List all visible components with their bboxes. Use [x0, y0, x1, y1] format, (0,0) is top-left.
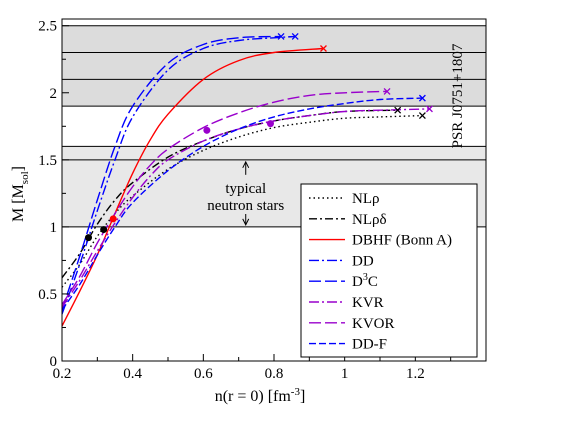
series-kvor-max-marker: [383, 87, 391, 95]
legend-label-d3c: D3C: [352, 272, 378, 290]
arrow-down-icon: [242, 218, 250, 227]
series-kvr-line: [62, 108, 430, 308]
legend-label-dbhf-bonn-a: DBHF (Bonn A): [352, 233, 452, 249]
series-kvor-point: [203, 126, 211, 134]
x-tick-label: 0.2: [53, 366, 72, 382]
series-dbhf-bonn-a-line: [62, 47, 324, 327]
series-nlrhodelta-line: [62, 109, 398, 279]
series-d3c-line: [62, 35, 282, 311]
legend-label-dd: DD: [352, 253, 374, 269]
series-dbhf-bonn-a-point: [109, 215, 117, 223]
series-d3c-max-marker: [277, 32, 285, 40]
arrow-up-icon: [242, 160, 250, 169]
x-tick-label: 1.2: [406, 366, 425, 382]
series-dd-f-line: [62, 97, 423, 311]
series-dbhf-bonn-a-max-marker: [320, 45, 327, 52]
series-nlrho-max-marker: [418, 112, 426, 120]
x-tick-label: 0.6: [194, 366, 213, 382]
typical-annotation-line1: typical: [225, 181, 266, 197]
x-tick-label: 0.8: [265, 366, 284, 382]
legend-label-dd-f: DD-F: [352, 337, 387, 353]
y-axis-label: M [Msol]: [10, 166, 31, 222]
x-axis-label: n(r = 0) [fm-3]: [215, 386, 306, 405]
x-tick-label: 0.4: [123, 366, 142, 382]
series-kvr-max-marker: [426, 105, 433, 113]
legend-label-kvor: KVOR: [352, 316, 395, 332]
y-tick-label: 2: [50, 86, 58, 102]
pulsar-annotation: PSR J0751+1807: [450, 43, 466, 148]
legend-label-nlrhodelta: NLρδ: [352, 212, 387, 228]
legend-label-kvr: KVR: [352, 295, 384, 311]
y-tick-label: 1.5: [38, 153, 57, 169]
series-nlrhodelta-point: [100, 226, 108, 234]
series-nlrho-point: [85, 234, 92, 242]
legend-label-nlrho: NLρ: [352, 191, 379, 207]
legend-box: [300, 183, 478, 358]
y-tick-label: 1: [50, 220, 58, 236]
series-nlrhodelta-max-marker: [394, 106, 402, 114]
typical-annotation-line2: neutron stars: [207, 198, 284, 214]
y-tick-label: 0.5: [38, 287, 57, 303]
series-dd-max-marker: [291, 32, 299, 40]
series-kvr-point: [266, 120, 274, 128]
constraint-band-1: [62, 25, 486, 107]
series-dd-f-max-marker: [418, 94, 426, 102]
series-kvor-line: [62, 90, 388, 306]
y-tick-label: 2.5: [38, 19, 57, 35]
y-tick-label: 0: [50, 354, 58, 370]
x-tick-label: 1: [341, 366, 349, 382]
